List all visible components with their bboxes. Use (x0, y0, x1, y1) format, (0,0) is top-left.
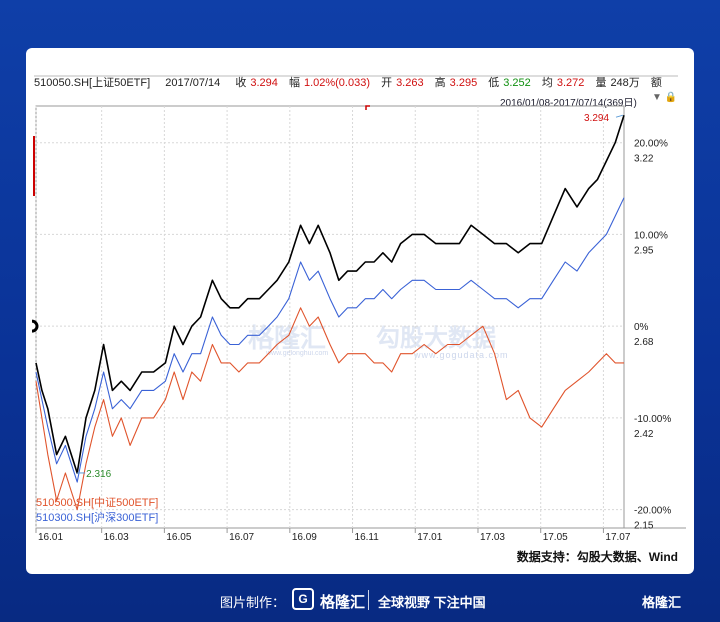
range-dropdown-icon[interactable]: ▼ (652, 92, 662, 103)
x-tick-label: 16.11 (355, 532, 380, 543)
watermark-brand1-site: www.gelonghui.com (266, 350, 329, 357)
series-line-510050.SH (35, 114, 625, 474)
x-tick-label: 17.07 (605, 532, 630, 543)
legend-item-510300: 510300.SH[沪深300ETF] (36, 512, 159, 524)
quote-date: 2017/07/14 (165, 77, 221, 89)
footer-slogan: 全球视野 下注中国 (378, 595, 486, 610)
made-by-label: 图片制作： (220, 595, 286, 610)
amount-label: 额 (650, 77, 662, 89)
watermark-brand2-site: www.gogudata.com (414, 350, 509, 360)
change-label: 幅 (288, 77, 300, 89)
series-line-510300.SH (35, 197, 625, 483)
high-label: 高 (434, 77, 446, 89)
high-annotation: 3.294 (584, 113, 609, 124)
corner-brand: 格隆汇 (642, 595, 682, 610)
data-source: 数据支持：勾股大数据、Wind (516, 550, 678, 564)
series-line-510500.SH (35, 307, 624, 511)
quote-infobar: 510050.SH[上证50ETF] 2017/07/14 收 3.294 幅 1.… (34, 74, 686, 90)
x-tick-label: 16.01 (38, 532, 63, 543)
x-tick-label: 16.03 (104, 532, 129, 543)
y-tick-price: 2.95 (634, 245, 654, 256)
avg-label: 均 (541, 77, 553, 89)
volume-value: 248万 (610, 77, 640, 89)
lock-icon[interactable]: 🔒 (664, 92, 678, 103)
date-range[interactable]: 2016/01/08-2017/07/14(369日) (500, 98, 637, 109)
watermark-brand1: 格隆汇 (248, 323, 327, 353)
y-tick-price: 3.22 (634, 154, 654, 165)
x-tick-label: 16.09 (292, 532, 317, 543)
close-label: 收 (235, 77, 247, 89)
x-tick-label: 16.07 (229, 532, 254, 543)
top-marker (365, 105, 370, 110)
legend-item-510500: 510500.SH[中证500ETF] (36, 497, 159, 509)
footer-brand: 格隆汇 (320, 594, 366, 611)
y-tick-price: 2.42 (634, 429, 654, 440)
y-tick-pct: 0% (634, 322, 649, 333)
x-tick-label: 17.05 (543, 532, 568, 543)
y-tick-pct: -10.00% (634, 414, 671, 425)
security-code: 510050.SH[上证50ETF] (34, 77, 151, 89)
open-label: 开 (381, 77, 393, 89)
range-controls: ▼ 🔒 (652, 92, 677, 103)
gelonghui-logo-icon: G (292, 588, 314, 610)
crosshair-marker-icon (31, 319, 39, 333)
low-value: 3.252 (503, 77, 531, 89)
y-tick-price: 2.15 (634, 521, 654, 532)
y-tick-pct: 10.00% (634, 230, 668, 241)
high-arrow (615, 114, 624, 118)
low-annotation: 2.316 (86, 469, 111, 480)
y-tick-price: 2.68 (634, 337, 654, 348)
chart-card: 510050.SH[上证50ETF] 2017/07/14 收 3.294 幅 1.… (26, 48, 694, 574)
x-tick-label: 17.03 (480, 532, 505, 543)
footer-bar: 图片制作： G 格隆汇 全球视野 下注中国 格隆汇 (0, 584, 720, 616)
high-value: 3.295 (449, 77, 478, 89)
low-label: 低 (488, 77, 500, 89)
line-chart[interactable]: 20.00% 3.22 10.00% 2.95 0% 2.68 -10.00% 2.42 -20… (26, 48, 694, 574)
plot-frame (35, 105, 625, 529)
avg-value: 3.272 (556, 77, 585, 89)
watermark-brand2: 勾股大数据 (376, 325, 496, 352)
change-value: 1.02%(0.033) (303, 77, 370, 89)
x-tick-label: 16.05 (166, 532, 191, 543)
close-value: 3.294 (250, 77, 278, 89)
y-tick-pct: 20.00% (634, 139, 668, 150)
open-value: 3.263 (396, 77, 424, 89)
y-tick-pct: -20.00% (634, 506, 671, 517)
volume-label: 量 (595, 77, 607, 89)
footer-divider (368, 590, 369, 610)
x-tick-label: 17.01 (417, 532, 442, 543)
